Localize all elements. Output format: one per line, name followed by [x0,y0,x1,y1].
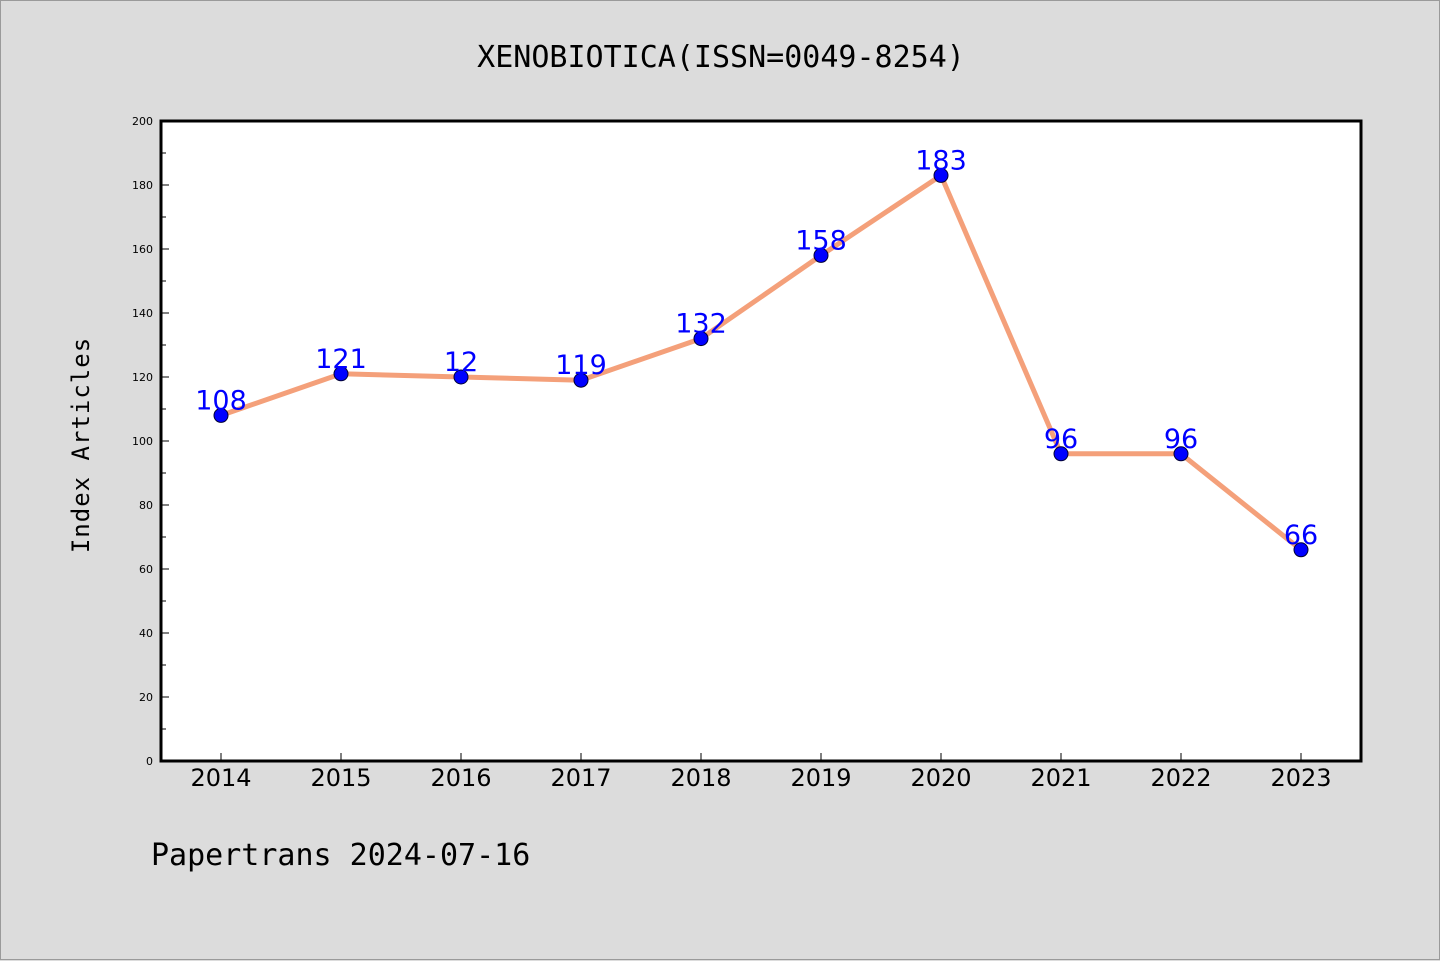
plot-area [161,121,1361,761]
plot-border [159,119,1363,763]
y-tick-label: 200 [132,115,153,128]
data-point [693,331,709,347]
x-tick-label: 2023 [1270,764,1331,792]
y-tick-label: 0 [146,755,153,768]
x-tick-label: 2014 [190,764,251,792]
y-axis-label: Index Articles [67,337,95,553]
y-tick-label: 160 [132,243,153,256]
x-tick-label: 2022 [1150,764,1211,792]
x-tick-label: 2017 [550,764,611,792]
data-label: 121 [315,344,367,375]
footer-text: Papertrans 2024-07-16 [151,838,530,873]
data-point [1173,446,1189,462]
data-point [453,369,469,385]
data-point [213,407,229,423]
data-point [333,366,349,382]
data-point [573,372,589,388]
y-tick-label: 20 [139,691,153,704]
data-label: 108 [195,385,247,416]
y-tick-label: 80 [139,499,153,512]
y-tick-label: 120 [132,371,153,384]
x-tick-label: 2020 [910,764,971,792]
x-tick-label: 2018 [670,764,731,792]
data-point [1293,542,1309,558]
data-label: 96 [1044,424,1078,455]
x-tick-label: 2019 [790,764,851,792]
y-tick-label: 180 [132,179,153,192]
chart-title: XENOBIOTICA(ISSN=0049-8254) [477,40,965,75]
y-tick-label: 100 [132,435,153,448]
data-label: 12 [444,347,478,378]
data-label: 119 [555,350,607,381]
x-axis: 2014 2015 2016 2017 2018 2019 2020 2021 2022 2023 [190,753,1332,792]
y-tick-label: 40 [139,627,153,640]
data-point [1053,446,1069,462]
data-label: 158 [795,225,847,256]
data-label: 132 [675,309,727,340]
x-tick-label: 2015 [310,764,371,792]
y-tick-label: 140 [132,307,153,320]
series-line [218,172,1304,553]
x-tick-label: 2021 [1030,764,1091,792]
x-tick-label: 2016 [430,764,491,792]
data-point [933,167,949,183]
y-tick-label: 60 [139,563,153,576]
series-group: 108 121 12 119 132 158 183 96 96 66 [195,145,1318,558]
data-label: 96 [1164,424,1198,455]
data-point [813,247,829,263]
data-label: 66 [1284,520,1318,551]
data-label: 183 [915,145,967,176]
